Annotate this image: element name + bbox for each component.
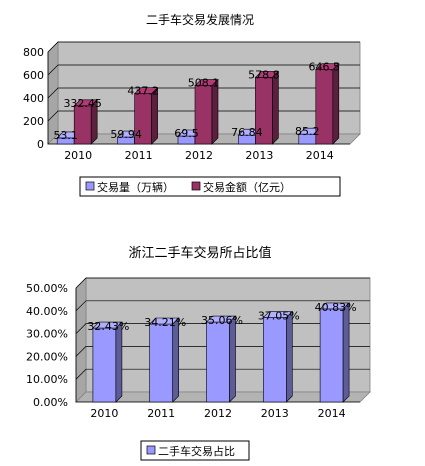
side-wall (75, 277, 87, 403)
legend-swatch-volume (85, 181, 95, 191)
chart-2: 浙江二手车交易所占比值 0.00% 10.00% 20.00% 30.00% 40.00… (26, 245, 371, 461)
data-label: 35.06% (201, 314, 243, 327)
bar-side (211, 78, 219, 145)
chart-2-data-labels: 32.43% 34.21% 35.06% 37.05% 40.83% (87, 301, 356, 333)
chart-1-x-ticks: 2010 2011 2012 2013 2014 (64, 149, 334, 162)
chart-2-y-ticks: 0.00% 10.00% 20.00% 30.00% 40.00% 50.00% (26, 282, 68, 409)
data-label: 646.5 (309, 61, 341, 74)
chart-1-title: 二手车交易发展情况 (146, 12, 254, 27)
data-label: 69.5 (174, 127, 199, 140)
bar (148, 317, 180, 403)
gridline (47, 41, 360, 53)
y-tick-label: 20.00% (26, 350, 68, 363)
bar-front (149, 323, 173, 403)
x-tick-label: 2013 (245, 149, 273, 162)
bar-side (332, 62, 340, 145)
chart-1-data-labels: 53.1 332.45 59.94 437.2 69.5 508.1 76.84 578.8 8… (53, 61, 340, 142)
y-tick-label: 0.00% (33, 396, 68, 409)
bar-side (229, 315, 236, 403)
gridline (75, 300, 370, 312)
x-tick-label: 2011 (147, 407, 175, 420)
chart-2-legend: 二手车交易占比 (140, 440, 250, 461)
data-label: 578.8 (248, 68, 280, 81)
data-label: 40.83% (315, 301, 357, 314)
bar (92, 321, 123, 403)
x-tick-label: 2014 (306, 149, 334, 162)
y-tick-label: 400 (23, 92, 44, 105)
y-tick-label: 200 (23, 115, 44, 128)
bar (254, 70, 280, 145)
bar-side (272, 70, 279, 145)
legend-label-amount: 交易金额（亿元） (203, 180, 291, 194)
y-tick-label: 50.00% (26, 282, 68, 295)
bar (315, 62, 340, 145)
x-tick-label: 2014 (318, 407, 346, 420)
chart-1-bars (56, 62, 340, 145)
bar (133, 86, 159, 145)
y-tick-label: 30.00% (26, 328, 68, 341)
bar-side (90, 99, 98, 145)
data-label: 76.84 (231, 126, 263, 139)
bar-front (262, 317, 287, 403)
data-label: 59.94 (110, 128, 142, 141)
chart-1: 二手车交易发展情况 0 200 400 600 800 2010 2011 2012 2013… (23, 12, 361, 197)
bar-side (115, 321, 123, 403)
legend-box (79, 176, 341, 197)
bar-side (285, 310, 293, 403)
bar (73, 99, 98, 145)
bar (319, 302, 350, 403)
bar-side (342, 302, 350, 403)
bar (194, 78, 219, 145)
legend-box (140, 440, 250, 461)
legend-label-share: 二手车交易占比 (158, 444, 235, 458)
x-tick-label: 2012 (185, 149, 213, 162)
bar-side (151, 86, 158, 145)
y-tick-label: 10.00% (26, 373, 68, 386)
bar-side (172, 317, 179, 403)
bar-front (206, 321, 230, 403)
bar (262, 310, 294, 403)
gridline (75, 277, 370, 289)
chart-1-legend: 交易量（万辆） 交易金额（亿元） (79, 176, 341, 197)
legend-label-volume: 交易量（万辆） (97, 180, 174, 194)
chart-2-x-ticks: 2010 2011 2012 2013 2014 (90, 407, 345, 420)
chart-1-y-ticks: 0 200 400 600 800 (23, 46, 44, 151)
y-tick-label: 600 (23, 69, 44, 82)
x-tick-label: 2010 (90, 407, 118, 420)
x-tick-label: 2011 (125, 149, 153, 162)
legend-swatch-amount (191, 181, 201, 191)
chart-2-title: 浙江二手车交易所占比值 (128, 245, 271, 261)
x-tick-label: 2012 (204, 407, 232, 420)
data-label: 332.45 (63, 97, 102, 110)
data-label: 437.2 (127, 85, 159, 98)
y-tick-label: 800 (23, 46, 44, 59)
x-tick-label: 2013 (261, 407, 289, 420)
data-label: 32.43% (87, 320, 129, 333)
chart-2-bars (92, 302, 350, 403)
y-tick-label: 40.00% (26, 305, 68, 318)
data-label: 34.21% (144, 316, 186, 329)
data-label: 53.1 (53, 129, 78, 142)
data-label: 508.1 (188, 77, 220, 90)
y-tick-label: 0 (37, 138, 44, 151)
bar-front (92, 327, 117, 403)
bar-front (319, 308, 344, 403)
bar (205, 315, 237, 403)
x-tick-label: 2010 (64, 149, 92, 162)
data-label: 85.2 (295, 125, 320, 138)
gridline (47, 64, 360, 76)
data-label: 37.05% (258, 310, 300, 323)
legend-swatch-share (146, 445, 156, 455)
